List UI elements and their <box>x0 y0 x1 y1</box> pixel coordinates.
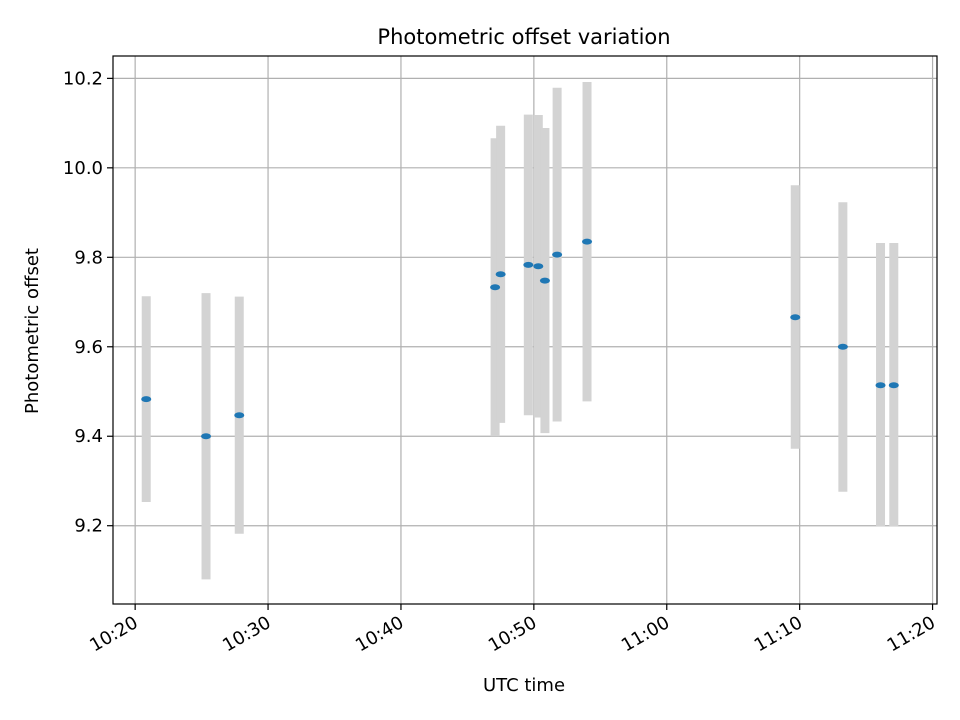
data-point <box>552 251 563 258</box>
data-point <box>523 261 534 268</box>
x-axis-label: UTC time <box>483 675 565 696</box>
data-point <box>490 284 501 291</box>
y-tick-label: 10.2 <box>63 68 103 89</box>
y-axis: 9.2 9.4 9.6 9.8 10.0 10.2 <box>63 68 113 537</box>
data-point <box>888 382 899 389</box>
data-points <box>141 238 899 440</box>
chart-title: Photometric offset variation <box>377 25 670 49</box>
y-tick-label: 9.8 <box>74 247 103 268</box>
plot-frame <box>112 55 938 605</box>
y-tick-label: 10.0 <box>63 158 103 179</box>
data-point <box>837 343 848 350</box>
data-point <box>582 238 593 245</box>
data-point <box>539 277 550 284</box>
data-point <box>201 433 212 440</box>
data-point <box>495 271 506 278</box>
y-tick-label: 9.2 <box>74 516 103 537</box>
data-point <box>234 412 245 419</box>
y-tick-label: 9.6 <box>74 337 103 358</box>
y-axis-label: Photometric offset <box>22 248 43 414</box>
data-point <box>533 263 544 270</box>
y-tick-label: 9.4 <box>74 426 103 447</box>
data-point <box>875 382 886 389</box>
data-point <box>790 314 801 321</box>
data-point <box>141 396 152 403</box>
